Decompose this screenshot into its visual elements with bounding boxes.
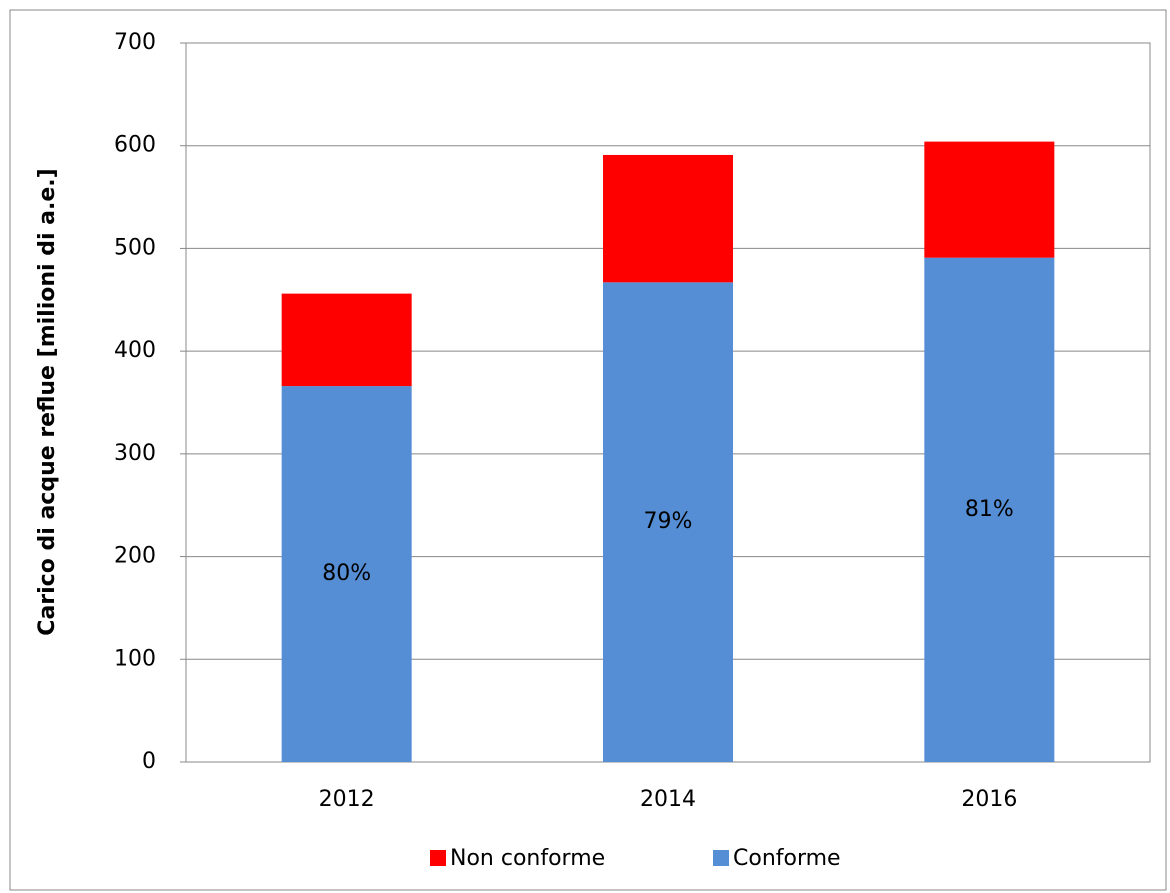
legend-label: Non conforme	[450, 846, 605, 871]
bar-annotation: 79%	[644, 509, 693, 534]
y-tick-label: 400	[114, 338, 156, 363]
bar-annotation: 80%	[322, 561, 371, 586]
y-tick-label: 500	[114, 235, 156, 260]
y-tick-label: 200	[114, 544, 156, 569]
y-tick-label: 300	[114, 441, 156, 466]
bar-segment	[603, 154, 733, 283]
bar-segment	[603, 282, 733, 762]
bar-segment	[924, 141, 1055, 258]
x-tick-label: 2014	[640, 787, 696, 812]
bar-segment	[281, 386, 412, 762]
bar-segment	[924, 257, 1055, 762]
legend-swatch	[713, 850, 729, 866]
y-axis-label: Carico di acque reflue [milioni di a.e.]	[35, 168, 60, 635]
legend-swatch	[430, 850, 446, 866]
y-tick-label: 700	[114, 30, 156, 55]
y-tick-label: 600	[114, 133, 156, 158]
y-tick-label: 0	[142, 749, 156, 774]
y-tick-label: 100	[114, 646, 156, 671]
x-tick-label: 2012	[319, 787, 375, 812]
bar-segment	[281, 293, 412, 387]
bar-annotation: 81%	[965, 497, 1014, 522]
legend-label: Conforme	[733, 846, 841, 871]
x-tick-label: 2016	[961, 787, 1017, 812]
